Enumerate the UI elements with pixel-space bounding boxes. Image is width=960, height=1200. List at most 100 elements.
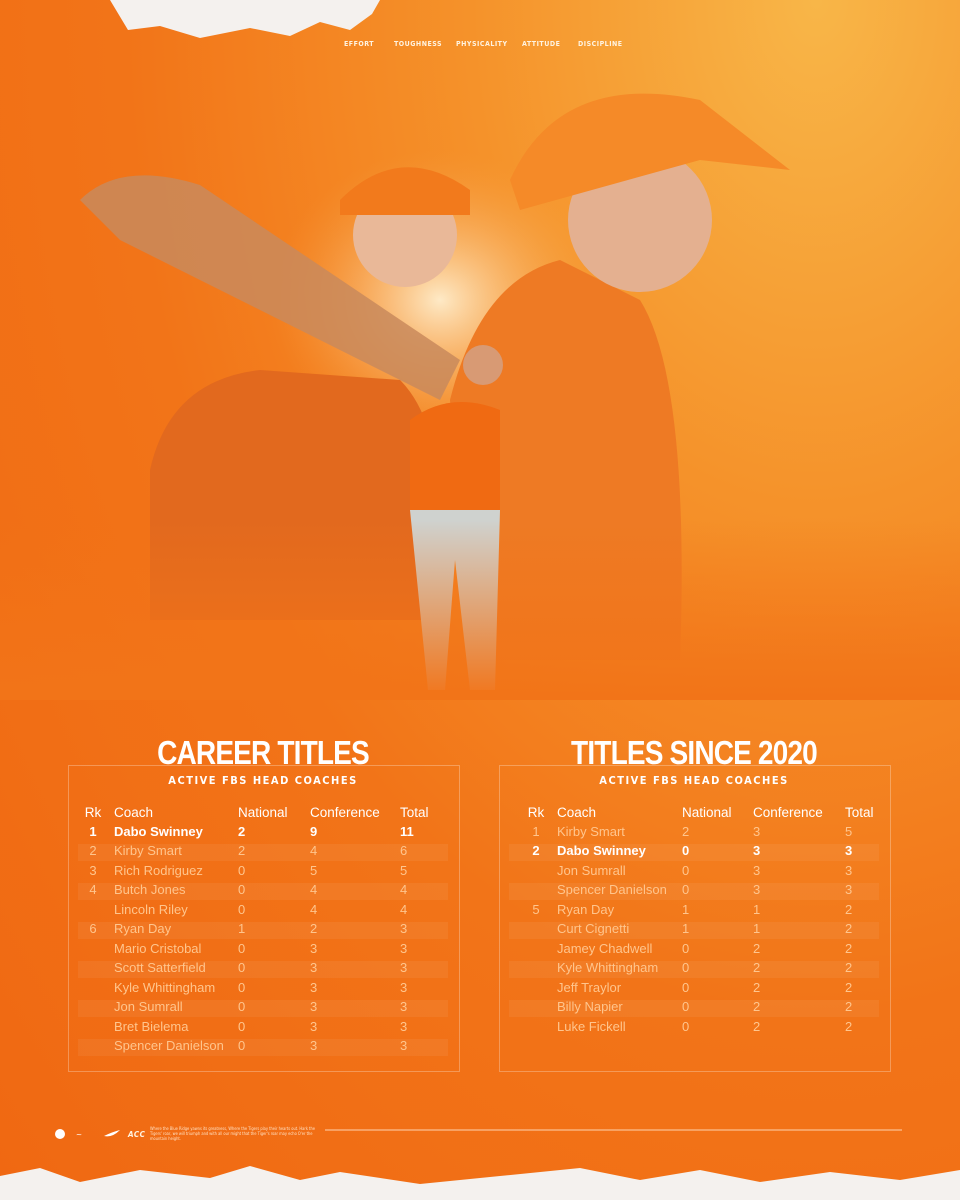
table-cell: 0 <box>238 862 246 878</box>
column-header: National <box>238 805 288 820</box>
table-cell: 0 <box>238 999 246 1015</box>
table-cell: 2 <box>845 1018 853 1034</box>
table-cell: 0 <box>238 1037 246 1053</box>
table-cell: 1 <box>89 824 97 839</box>
coach-name: Mario Cristobal <box>114 940 202 956</box>
table-cell: 2 <box>753 979 761 995</box>
column-header: Rk <box>527 805 545 820</box>
column-header: Coach <box>114 805 154 820</box>
row-stripe <box>78 1000 448 1018</box>
logo-swoosh <box>104 1130 120 1137</box>
table-cell: 2 <box>238 824 246 839</box>
coach-name: Jamey Chadwell <box>557 940 653 956</box>
table-cell: 11 <box>400 824 414 839</box>
table-cell: 0 <box>682 940 690 956</box>
row-stripe <box>509 844 879 862</box>
table-cell: 2 <box>753 999 761 1015</box>
coach-name: Billy Napier <box>557 999 623 1015</box>
logo-paw <box>55 1129 65 1139</box>
torn-paper-top <box>110 0 380 38</box>
table-cell: 0 <box>238 979 246 995</box>
row-stripe <box>78 844 448 862</box>
table-cell: 0 <box>682 843 690 859</box>
row-stripe <box>509 1000 879 1018</box>
row-stripe <box>509 961 879 979</box>
table-cell: 2 <box>753 960 761 976</box>
table-cell: 4 <box>400 882 408 898</box>
table-cell: 4 <box>89 882 97 898</box>
table-cell: 3 <box>753 843 761 859</box>
table-cell: 3 <box>310 1018 318 1034</box>
table-cell: 0 <box>682 999 690 1015</box>
coach-name: Lincoln Riley <box>114 901 188 917</box>
cap-right <box>510 93 790 210</box>
coach-name: Curt Cignetti <box>557 921 630 937</box>
table-cell: 3 <box>753 824 761 839</box>
coach-name: Jeff Traylor <box>557 979 622 995</box>
row-stripe <box>78 961 448 979</box>
row-stripe <box>78 1038 448 1056</box>
table-cell: 4 <box>310 882 318 898</box>
coach-name: Kyle Whittingham <box>114 979 216 995</box>
coach-name: Spencer Danielson <box>114 1037 224 1053</box>
table-cell: 2 <box>532 843 540 859</box>
nav-item: EFFORT <box>344 40 375 48</box>
table-cell: 5 <box>532 901 540 917</box>
table-cell: 3 <box>400 979 408 995</box>
nav-item: ATTITUDE <box>522 40 561 48</box>
table-cell: 5 <box>310 862 318 878</box>
table-cell: 3 <box>89 862 97 878</box>
row-stripe <box>78 883 448 901</box>
coach-name: Kyle Whittingham <box>557 960 659 976</box>
table-cell: 2 <box>845 979 853 995</box>
table-cell: 3 <box>400 1037 408 1053</box>
table-cell: 1 <box>682 901 690 917</box>
table-cell: 0 <box>238 940 246 956</box>
coach-name: Kirby Smart <box>557 824 625 839</box>
coach-name: Ryan Day <box>114 921 172 937</box>
coach-name: Jon Sumrall <box>557 862 626 878</box>
table-cell: 4 <box>310 901 318 917</box>
table-cell: 2 <box>845 921 853 937</box>
table-cell: 3 <box>310 1037 318 1053</box>
table-cell: 4 <box>310 843 318 859</box>
table-frame <box>68 765 460 1072</box>
table-cell: 3 <box>400 1018 408 1034</box>
table-cell: 0 <box>238 960 246 976</box>
column-header: Total <box>845 805 874 820</box>
table-cell: 3 <box>845 843 853 859</box>
table-cell: 0 <box>682 862 690 878</box>
table-cell: 3 <box>310 940 318 956</box>
table-cell: 3 <box>400 960 408 976</box>
column-header: Rk <box>84 805 102 820</box>
column-header: Conference <box>310 805 380 820</box>
table-cell: 2 <box>845 940 853 956</box>
column-header: Total <box>400 805 429 820</box>
coach-name: Jon Sumrall <box>114 999 183 1015</box>
cap-left <box>340 167 470 215</box>
nav-item: PHYSICALITY <box>456 40 508 48</box>
coach-name: Dabo Swinney <box>557 843 646 859</box>
coach-name: Ryan Day <box>557 901 615 917</box>
table-cell: 4 <box>400 901 408 917</box>
coach-name: Scott Satterfield <box>114 960 206 976</box>
table-cell: 0 <box>682 960 690 976</box>
table-cell: 2 <box>238 843 246 859</box>
table-cell: 6 <box>89 921 97 937</box>
coach-name: Dabo Swinney <box>114 824 203 839</box>
table-cell: 3 <box>310 979 318 995</box>
row-stripe <box>78 922 448 940</box>
table-cell: 3 <box>753 882 761 898</box>
coach-name: Bret Bielema <box>114 1018 189 1034</box>
table-cell: 3 <box>400 999 408 1015</box>
table-subtitle: ACTIVE FBS HEAD COACHES <box>599 774 789 787</box>
table-cell: 0 <box>238 901 246 917</box>
coach-center-shirt <box>410 402 500 510</box>
table-title: TITLES SINCE 2020 <box>571 734 818 771</box>
table-cell: 3 <box>753 862 761 878</box>
table-cell: 5 <box>400 862 408 878</box>
table-cell: 1 <box>753 921 761 937</box>
table-cell: 2 <box>682 824 690 839</box>
table-cell: 3 <box>845 882 853 898</box>
